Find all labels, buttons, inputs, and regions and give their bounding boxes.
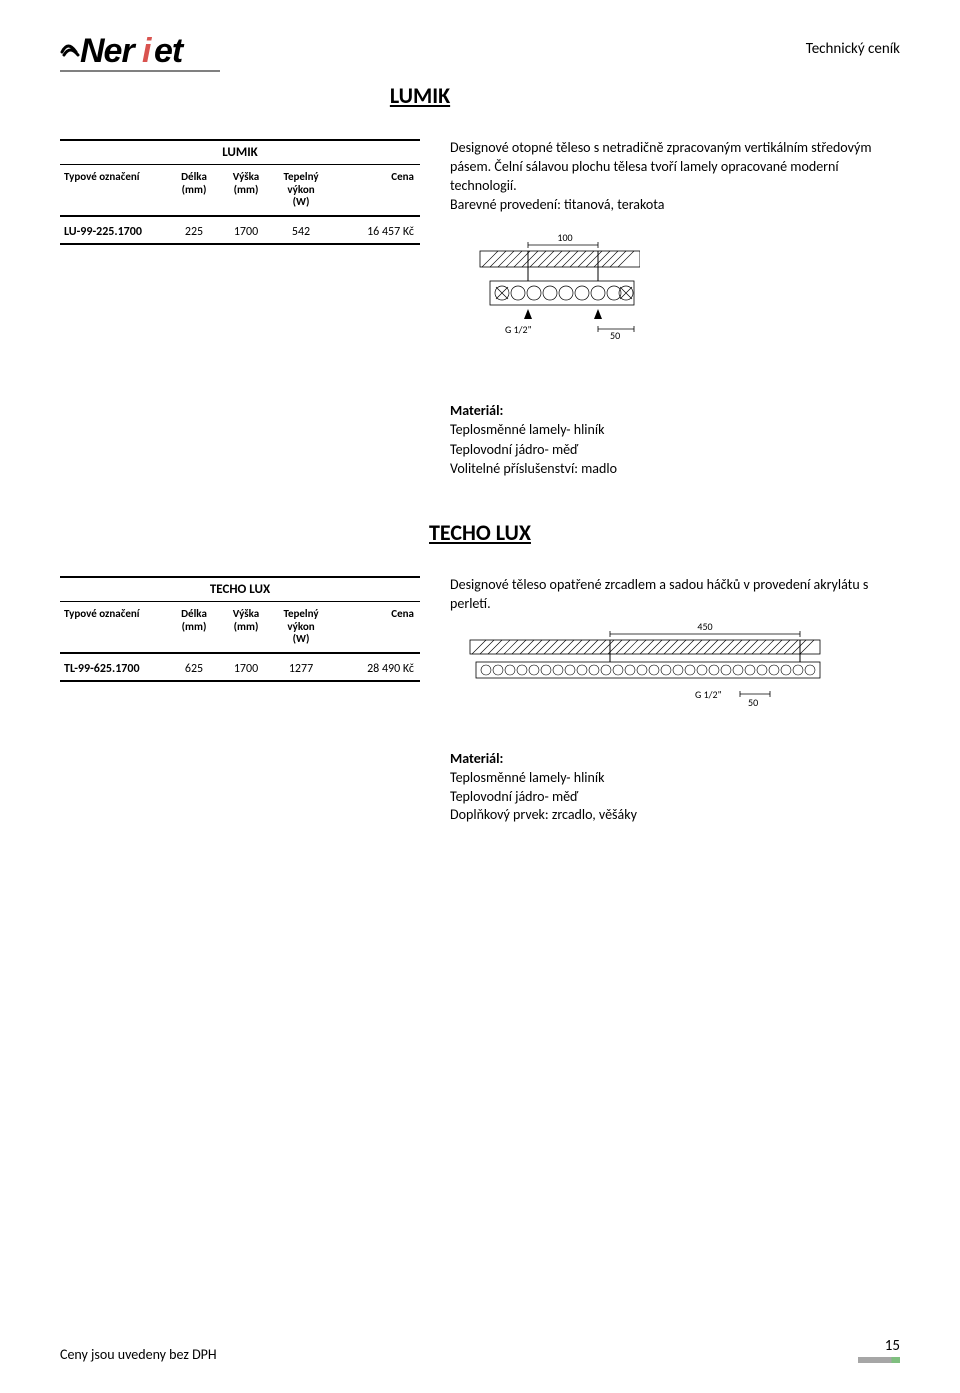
techo-material: Materiál: Teplosměnné lamely- hliník Tep… — [450, 750, 900, 826]
material-line2: Teplovodní jádro- měď — [450, 440, 900, 460]
techo-table-row: TL-99-625.1700 625 1700 1277 28 490 Kč — [60, 654, 420, 682]
section-lumik: LUMIK Typové označení Délka(mm) Výška(mm… — [60, 139, 900, 341]
material-line3: Volitelné příslušenství: madlo — [450, 459, 900, 479]
cell-power: 1277 — [272, 654, 330, 680]
cell-type: TL-99-625.1700 — [60, 654, 168, 680]
lumik-diagram-icon: 100 — [450, 231, 640, 341]
lumik-diagram: 100 — [450, 231, 900, 341]
lumik-table-head: Typové označení Délka(mm) Výška(mm) Tepe… — [60, 165, 420, 217]
col-height: Výška(mm) — [220, 165, 272, 215]
techo-table-title: TECHO LUX — [60, 576, 420, 602]
page-number: 15 — [858, 1337, 900, 1355]
lumik-material: Materiál: Teplosměnné lamely- hliník Tep… — [450, 401, 900, 479]
footer-note: Ceny jsou uvedeny bez DPH — [60, 1346, 217, 1363]
col-height: Výška(mm) — [220, 602, 272, 652]
techo-diagram-icon: 450 — [450, 620, 830, 710]
techo-desc-line1: Designové těleso opatřené zrcadlem a sad… — [450, 576, 900, 614]
cell-height: 1700 — [220, 217, 272, 243]
col-price: Cena — [330, 602, 420, 652]
brand-logo: Ner i et — [60, 30, 220, 72]
svg-text:i: i — [142, 32, 153, 70]
material-title: Materiál: — [450, 750, 900, 769]
lumik-table-row: LU-99-225.1700 225 1700 542 16 457 Kč — [60, 217, 420, 245]
col-length: Délka(mm) — [168, 165, 220, 215]
cell-type: LU-99-225.1700 — [60, 217, 168, 243]
techo-diagram: 450 — [450, 620, 900, 710]
logo-swoosh-icon: Ner i et — [60, 30, 220, 72]
header-subtitle: Technický ceník — [806, 30, 900, 58]
svg-text:450: 450 — [697, 620, 712, 633]
section-title-lumik: LUMIK — [0, 82, 900, 109]
page-header: Ner i et Technický ceník — [60, 30, 900, 72]
page-accent-bar — [858, 1357, 900, 1363]
cell-length: 625 — [168, 654, 220, 680]
lumik-desc-line1: Designové otopné těleso s netradičně zpr… — [450, 139, 900, 196]
svg-text:50: 50 — [748, 696, 758, 709]
cell-price: 28 490 Kč — [330, 654, 420, 680]
cell-power: 542 — [272, 217, 330, 243]
lumik-desc-line2: Barevné provedení: titanová, terakota — [450, 196, 900, 215]
material-title: Materiál: — [450, 401, 900, 421]
page-number-box: 15 — [858, 1337, 900, 1363]
material-line1: Teplosměnné lamely- hliník — [450, 420, 900, 440]
techo-table-head: Typové označení Délka(mm) Výška(mm) Tepe… — [60, 602, 420, 654]
material-line2: Teplovodní jádro- měď — [450, 788, 900, 807]
col-price: Cena — [330, 165, 420, 215]
svg-text:et: et — [154, 32, 185, 70]
col-type: Typové označení — [60, 602, 168, 652]
section-techo: TECHO LUX Typové označení Délka(mm) Výšk… — [60, 576, 900, 825]
svg-text:100: 100 — [557, 231, 572, 244]
cell-length: 225 — [168, 217, 220, 243]
page-footer: Ceny jsou uvedeny bez DPH 15 — [60, 1337, 900, 1363]
material-line1: Teplosměnné lamely- hliník — [450, 769, 900, 788]
section-title-techo: TECHO LUX — [60, 519, 900, 546]
svg-text:50: 50 — [610, 329, 620, 341]
col-type: Typové označení — [60, 165, 168, 215]
col-power: Tepelnývýkon(W) — [272, 165, 330, 215]
svg-text:Ner: Ner — [80, 32, 136, 70]
svg-text:G 1/2": G 1/2" — [695, 688, 722, 701]
lumik-table-title: LUMIK — [60, 139, 420, 165]
col-length: Délka(mm) — [168, 602, 220, 652]
material-line3: Doplňkový prvek: zrcadlo, věšáky — [450, 806, 900, 825]
cell-price: 16 457 Kč — [330, 217, 420, 243]
svg-text:G 1/2": G 1/2" — [505, 323, 532, 336]
lumik-description: Designové otopné těleso s netradičně zpr… — [450, 139, 900, 341]
col-power: Tepelnývýkon(W) — [272, 602, 330, 652]
techo-description: Designové těleso opatřené zrcadlem a sad… — [450, 576, 900, 825]
techo-table-wrapper: TECHO LUX Typové označení Délka(mm) Výšk… — [60, 576, 420, 825]
lumik-table-wrapper: LUMIK Typové označení Délka(mm) Výška(mm… — [60, 139, 420, 341]
